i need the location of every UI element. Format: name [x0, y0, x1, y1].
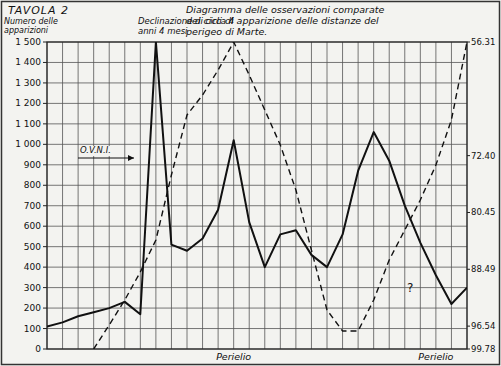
y-tick — [43, 205, 47, 206]
y2-tick-label: 96.54 — [471, 321, 495, 331]
y2-tick — [467, 326, 470, 327]
y2-tick-label: 88.49 — [471, 264, 495, 274]
y2-tick — [467, 349, 470, 350]
grid-line-x — [342, 42, 343, 349]
grid-line-x — [233, 42, 234, 349]
annotation-ovni: O.V.N.I. — [80, 146, 111, 156]
grid-line-x — [78, 42, 79, 349]
dashed-line — [94, 42, 467, 349]
grid-line-x — [311, 42, 312, 349]
y-tick-label: 1 100 — [15, 119, 41, 129]
grid-line-x — [93, 42, 94, 349]
y-tick — [43, 328, 47, 329]
x-tick-label: Perielio — [418, 351, 453, 362]
y-tick — [43, 287, 47, 288]
y-tick-label: 1 400 — [15, 57, 41, 67]
y-tick-label: 1 500 — [15, 37, 41, 47]
grid-line-x — [202, 42, 203, 349]
grid-line-x — [327, 42, 328, 349]
y-tick — [43, 123, 47, 124]
ovni-arrow — [78, 158, 134, 159]
grid-line-y — [47, 144, 467, 145]
grid-line-x — [280, 42, 281, 349]
grid-line-y — [47, 123, 467, 124]
y-tick-label: 100 — [24, 324, 41, 334]
y-tick-label: 1 000 — [15, 139, 41, 149]
y2-tick-label: 56.31 — [471, 37, 495, 47]
y2-tick — [467, 42, 470, 43]
y-tick — [43, 82, 47, 83]
y-tick — [43, 267, 47, 268]
grid — [47, 42, 467, 349]
outer-frame — [2, 2, 500, 365]
y-tick-label: 400 — [24, 262, 41, 272]
plot-frame — [47, 42, 467, 349]
y2-tick-label: 99.78 — [471, 344, 495, 354]
grid-line-y — [47, 82, 467, 83]
y-tick — [43, 164, 47, 165]
y2-tick — [467, 155, 470, 156]
grid-line-x — [264, 42, 265, 349]
y2-tick — [467, 269, 470, 270]
y-tick — [43, 246, 47, 247]
grid-line-x — [218, 42, 219, 349]
grid-line-x — [155, 42, 156, 349]
grid-line-y — [47, 328, 467, 329]
grid-line-x — [435, 42, 436, 349]
y2-tick-label: 72.40 — [471, 151, 495, 161]
grid-line-y — [47, 164, 467, 165]
grid-line-x — [187, 42, 188, 349]
y-tick — [43, 226, 47, 227]
grid-line-x — [373, 42, 374, 349]
y-tick-label: 1 300 — [15, 78, 41, 88]
y-tick-label: 300 — [24, 283, 41, 293]
data-lines — [47, 42, 467, 349]
grid-line-x — [358, 42, 359, 349]
y-tick-label: 1 200 — [15, 98, 41, 108]
y-axis-label: Numero delle apparizioni — [4, 17, 66, 35]
chart-root: 0 100 200 300 400 500 600 700 800 900 1 000 1 100 1 … — [0, 0, 501, 366]
chart-svg: 0 100 200 300 400 500 600 700 800 900 1 000 1 100 1 … — [0, 0, 501, 366]
grid-line-y — [47, 226, 467, 227]
annotation-question: ? — [407, 282, 413, 296]
grid-line-y — [47, 185, 467, 186]
y-tick — [43, 103, 47, 104]
y-tick-label: 600 — [24, 221, 41, 231]
y-tick — [43, 308, 47, 309]
plate-label: TAVOLA 2 — [8, 5, 69, 18]
y2-tick-label: 80.45 — [471, 207, 495, 217]
y-tick — [43, 62, 47, 63]
grid-line-y — [47, 267, 467, 268]
grid-line-x — [62, 42, 63, 349]
grid-line-x — [420, 42, 421, 349]
y-tick — [43, 42, 47, 43]
grid-line-x — [389, 42, 390, 349]
y-tick — [43, 185, 47, 186]
y-tick-label: 200 — [24, 303, 41, 313]
y-tick — [43, 144, 47, 145]
solid-line — [47, 42, 467, 327]
grid-line-x — [404, 42, 405, 349]
grid-line-y — [47, 62, 467, 63]
y-tick-label: 700 — [24, 201, 41, 211]
y-tick — [43, 349, 47, 350]
annotation-declination: Declinazione di circa 4 anni 4 mesi — [138, 17, 248, 37]
x-tick-label: Perielio — [216, 351, 251, 362]
y-tick-label: 0 — [35, 344, 41, 354]
y-tick-label: 500 — [24, 242, 41, 252]
grid-line-y — [47, 103, 467, 104]
grid-line-x — [249, 42, 250, 349]
y2-tick — [467, 212, 470, 213]
y-tick-label: 800 — [24, 180, 41, 190]
y-tick-label: 900 — [24, 160, 41, 170]
grid-line-y — [47, 287, 467, 288]
grid-line-x — [171, 42, 172, 349]
grid-line-x — [295, 42, 296, 349]
ovni-arrowhead — [128, 155, 134, 161]
grid-line-x — [109, 42, 110, 349]
